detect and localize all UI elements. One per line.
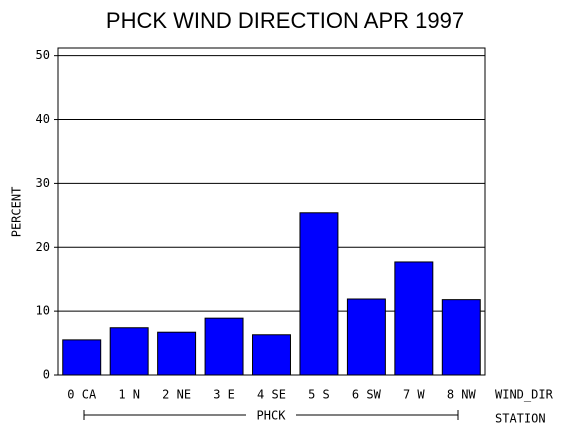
group-name: PHCK [257, 409, 287, 423]
x-tick-label: 7 W [403, 388, 425, 402]
y-tick-label: 0 [43, 368, 50, 382]
x-tick-label: 4 SE [257, 388, 286, 402]
bar [299, 212, 339, 376]
x-tick-label: 0 CA [67, 388, 97, 402]
y-axis-label: PERCENT [10, 187, 24, 238]
x-tick-label: 6 SW [352, 388, 382, 402]
bar [441, 299, 481, 376]
bar [62, 339, 102, 376]
x-tick-label: 5 S [308, 388, 330, 402]
chart-title: PHCK WIND DIRECTION APR 1997 [106, 8, 464, 33]
bar [204, 317, 244, 376]
y-tick-label: 50 [36, 48, 50, 62]
x-tick-label: 8 NW [447, 388, 477, 402]
bar [252, 334, 291, 376]
x-tick-label: 1 N [118, 388, 140, 402]
bar [157, 331, 197, 376]
bar [394, 261, 434, 376]
bar [109, 327, 149, 376]
y-tick-label: 40 [36, 112, 50, 126]
x-tick-label: 3 E [213, 388, 235, 402]
x-tick-label: 2 NE [162, 388, 191, 402]
x-axis-label: WIND_DIR [495, 388, 554, 402]
y-tick-label: 10 [36, 304, 50, 318]
y-tick-label: 20 [36, 240, 50, 254]
y-tick-label: 30 [36, 176, 50, 190]
bar [346, 298, 386, 376]
group-axis-label: STATION [495, 412, 546, 426]
plot-frame [57, 47, 486, 376]
